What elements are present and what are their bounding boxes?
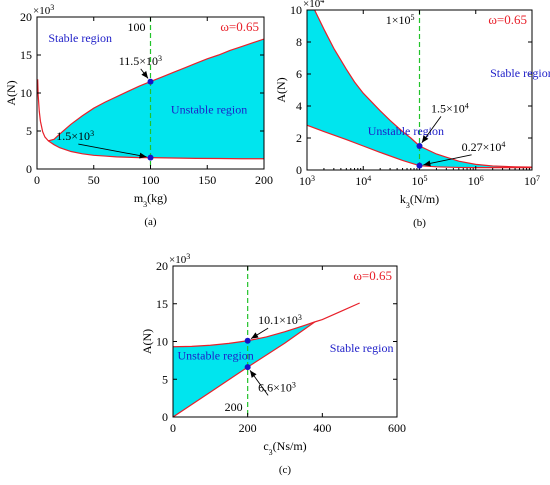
x-tick-label-a: 0	[34, 173, 40, 187]
point-label-c: 6.6×103	[258, 380, 296, 395]
annotation-arrowhead-b	[423, 160, 431, 167]
data-point-a	[147, 154, 154, 161]
y-multiplier-a: ×103	[33, 3, 54, 18]
plot-area-a	[37, 17, 264, 169]
x-tick-label-a: 150	[198, 173, 216, 187]
x-tick-label-c: 0	[170, 421, 176, 435]
upper-boundary-curve-b	[313, 10, 532, 168]
y-tick-label-b: 4	[296, 99, 302, 113]
y-tick-label-b: 6	[296, 67, 302, 81]
data-point-a	[147, 78, 154, 85]
x-tick-label-c: 200	[239, 421, 257, 435]
region-label-a: Stable region	[48, 31, 112, 45]
point-label-b: 0.27×104	[462, 139, 506, 154]
x-tick-label-b: 104	[355, 174, 371, 189]
y-tick-label-a: 20	[20, 10, 32, 24]
y-tick-label-c: 20	[156, 259, 168, 273]
y-tick-label-a: 0	[26, 162, 32, 176]
y-multiplier-b: ×104	[303, 0, 324, 10]
annotation-arrowhead-a	[139, 152, 147, 159]
chart-c: 0 200 400 600 0 5 10 15 20 ×103 A(N) c3(Ns/m) (c) ω=0…	[140, 252, 406, 477]
y-tick-label-b: 10	[290, 3, 302, 17]
data-point-c	[244, 337, 251, 344]
y-multiplier-c: ×103	[169, 252, 190, 267]
region-label-b: Stable region	[490, 66, 550, 80]
annotation-arrowhead-a	[141, 71, 149, 79]
y-tick-label-c: 10	[156, 335, 168, 349]
annotation-arrow-b	[423, 154, 472, 166]
y-tick-label-b: 0	[296, 163, 302, 177]
y-tick-label-c: 5	[162, 372, 168, 386]
caption-b: (b)	[413, 217, 426, 229]
point-label-a: 1.5×103	[56, 129, 94, 144]
annotation-arrowhead-c	[250, 370, 257, 378]
x-axis-label-b: k3(N/m)	[400, 192, 439, 210]
x-tick-label-c: 400	[313, 421, 331, 435]
unstable-region-fill-b	[307, 10, 532, 168]
omega-label-c: ω=0.65	[353, 268, 392, 283]
x-axis-label-a: m3(kg)	[134, 191, 167, 209]
lower-boundary-curve-a	[48, 140, 264, 160]
x-tick-label-c: 600	[388, 421, 406, 435]
point-label-c: 10.1×103	[258, 313, 302, 328]
x-tick-label-a: 50	[88, 173, 100, 187]
y-tick-label-b: 8	[296, 35, 302, 49]
guide-label-a: 100	[128, 20, 146, 34]
region-label-b: Unstable region	[368, 124, 444, 138]
point-label-b: 1.5×104	[431, 101, 469, 116]
x-tick-label-b: 107	[524, 174, 540, 189]
x-tick-label-b: 105	[412, 174, 428, 189]
x-axis-label-c: c3(Ns/m)	[263, 439, 306, 457]
data-point-c	[244, 364, 251, 371]
caption-c: (c)	[279, 464, 292, 476]
omega-label-a: ω=0.65	[220, 19, 259, 34]
y-axis-label-c: A(N)	[140, 329, 154, 354]
data-point-b	[416, 162, 423, 169]
y-tick-label-a: 10	[20, 86, 32, 100]
y-tick-label-c: 0	[162, 410, 168, 424]
chart-a: 0 50 100 150 200 0 5 10 15 20 ×103 A(N) m3(kg) (a) ω=0…	[4, 3, 273, 229]
x-tick-label-a: 100	[142, 173, 160, 187]
y-tick-label-a: 15	[20, 48, 32, 62]
y-axis-label-a: A(N)	[4, 80, 18, 105]
point-label-a: 11.5×103	[119, 53, 162, 68]
y-tick-label-a: 5	[26, 124, 32, 138]
x-tick-label-b: 103	[299, 174, 315, 189]
annotation-arrow-a	[78, 143, 147, 158]
unstable-region-fill-a	[48, 39, 264, 159]
region-label-c: Unstable region	[177, 349, 253, 363]
caption-a: (a)	[144, 216, 157, 228]
x-tick-label-b: 106	[468, 174, 484, 189]
guide-label-b: 1×105	[386, 13, 415, 28]
region-label-c: Stable region	[330, 341, 394, 355]
guide-label-c: 200	[225, 400, 243, 414]
omega-label-b: ω=0.65	[488, 12, 527, 27]
chart-b: 103 104 105 106 107 0 2 4 6 8 10 ×104 A(N) k3(N/m) (b)…	[274, 0, 550, 229]
region-label-a: Unstable region	[171, 103, 247, 117]
y-axis-label-b: A(N)	[274, 77, 288, 102]
y-tick-label-b: 2	[296, 131, 302, 145]
data-point-b	[416, 143, 423, 149]
y-tick-label-c: 15	[156, 297, 168, 311]
upper-boundary-curve-a	[37, 38, 264, 142]
x-tick-label-a: 200	[255, 173, 273, 187]
annotation-arrowhead-c	[251, 332, 259, 339]
upper-boundary-curve-c	[173, 302, 360, 348]
annotation-arrowhead-b	[421, 135, 429, 143]
